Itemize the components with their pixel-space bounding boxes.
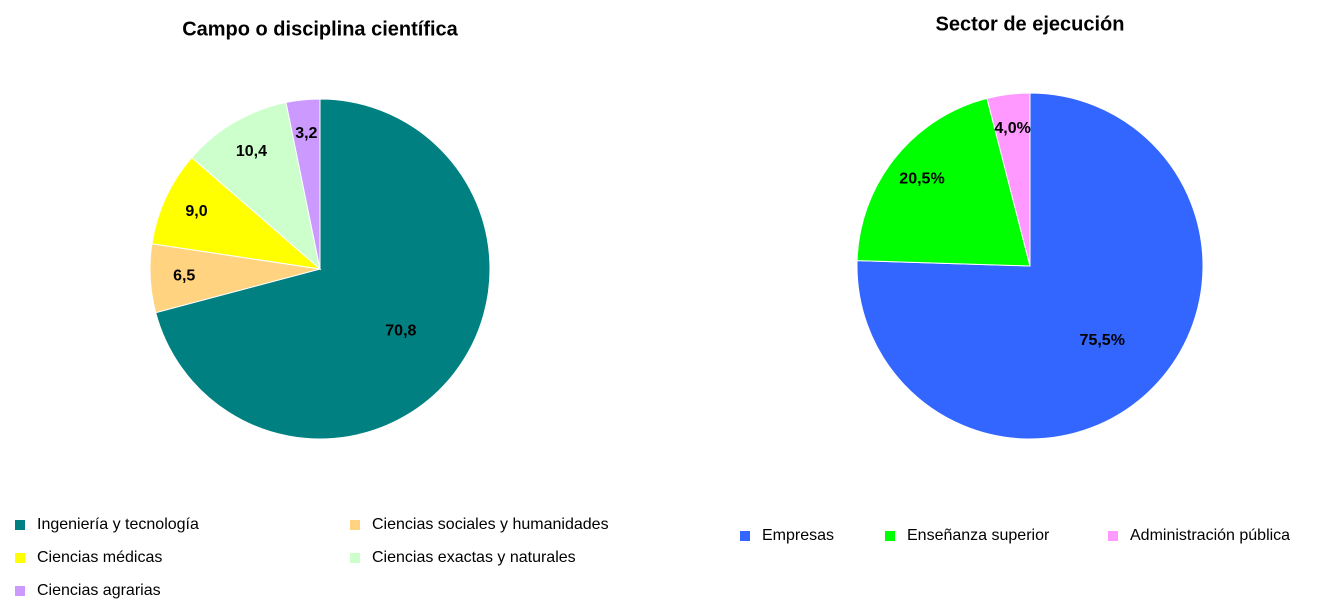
legend-swatch (1108, 531, 1118, 541)
pie-slice (190, 101, 321, 271)
value-label: 20,5% (899, 171, 944, 188)
legend-label: Ciencias médicas (37, 549, 162, 566)
legend-label: Ingeniería y tecnología (37, 516, 199, 533)
pie-slice (856, 97, 1031, 267)
legend-swatch (15, 553, 25, 563)
chart-title: Campo o disciplina científica (182, 18, 458, 40)
value-label: 6,5 (173, 268, 195, 285)
value-label: 70,8 (385, 322, 416, 339)
legend-label: Ciencias exactas y naturales (372, 549, 576, 566)
legend-label: Enseñanza superior (907, 527, 1050, 544)
chart-title: Sector de ejecución (936, 13, 1125, 35)
legend-label: Empresas (762, 527, 834, 544)
pie-slice (155, 98, 491, 440)
value-label: 4,0% (994, 120, 1030, 137)
legend-label: Ciencias sociales y humanidades (372, 516, 609, 533)
value-label: 10,4 (236, 143, 267, 160)
legend-swatch (740, 531, 750, 541)
legend-swatch (350, 553, 360, 563)
value-label: 9,0 (185, 203, 207, 220)
legend-swatch (350, 520, 360, 530)
legend-swatch (15, 586, 25, 596)
legend-label: Ciencias agrarias (37, 582, 161, 599)
pie-slice (151, 156, 322, 270)
legend-swatch (15, 520, 25, 530)
value-label: 3,2 (295, 125, 317, 142)
legend-label: Administración pública (1130, 527, 1290, 544)
legend-swatch (885, 531, 895, 541)
value-label: 75,5% (1080, 332, 1125, 349)
pie-slice (986, 92, 1031, 267)
pie-slice (285, 98, 321, 270)
